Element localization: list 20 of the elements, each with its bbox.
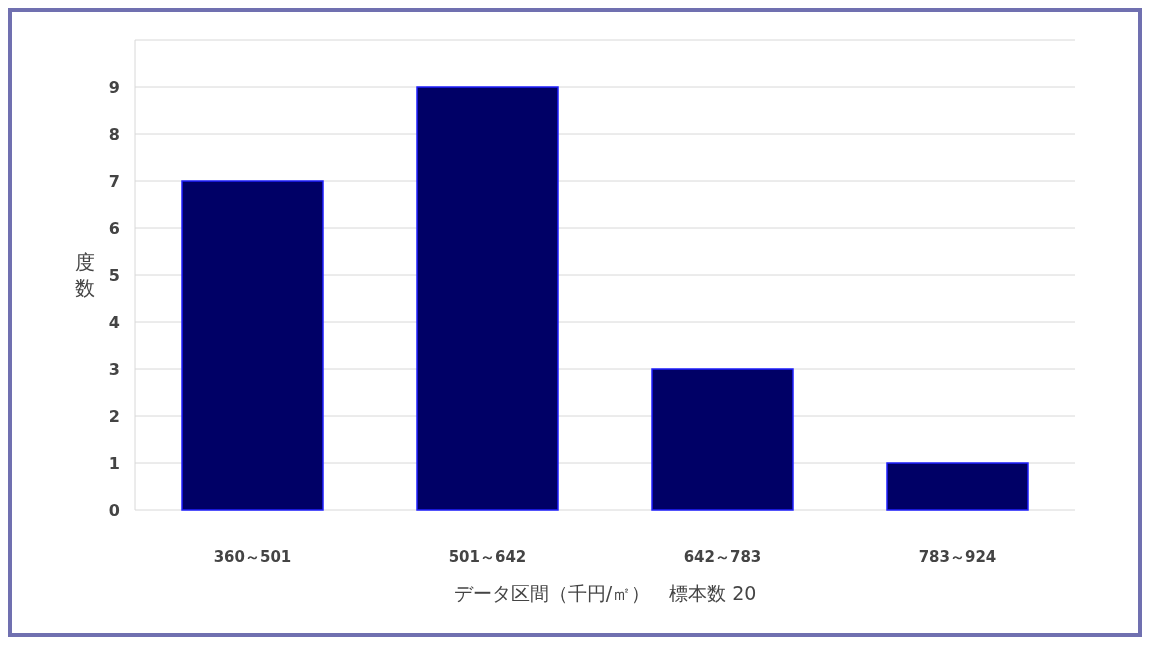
y-tick-label: 4 <box>108 313 120 332</box>
x-tick-label: 642～783 <box>683 548 762 566</box>
y-tick-label: 3 <box>108 360 120 379</box>
x-axis-title: データ区間（千円/㎡） 標本数 20 <box>453 582 757 604</box>
y-axis-title: 度数 <box>75 250 95 300</box>
x-tick-label: 783～924 <box>918 548 997 566</box>
bar <box>886 462 1029 511</box>
bar <box>181 180 324 511</box>
y-tick-label: 1 <box>108 454 120 473</box>
y-tick-label: 6 <box>108 219 120 238</box>
bar <box>416 86 559 511</box>
y-tick-label: 2 <box>108 407 120 426</box>
y-tick-label: 8 <box>108 125 120 144</box>
y-tick-label: 9 <box>108 78 120 97</box>
bar <box>651 368 794 511</box>
x-tick-label: 360～501 <box>213 548 292 566</box>
y-tick-label: 7 <box>108 172 120 191</box>
y-tick-label: 5 <box>108 266 120 285</box>
x-tick-label: 501～642 <box>448 548 527 566</box>
y-tick-label: 0 <box>108 501 120 520</box>
